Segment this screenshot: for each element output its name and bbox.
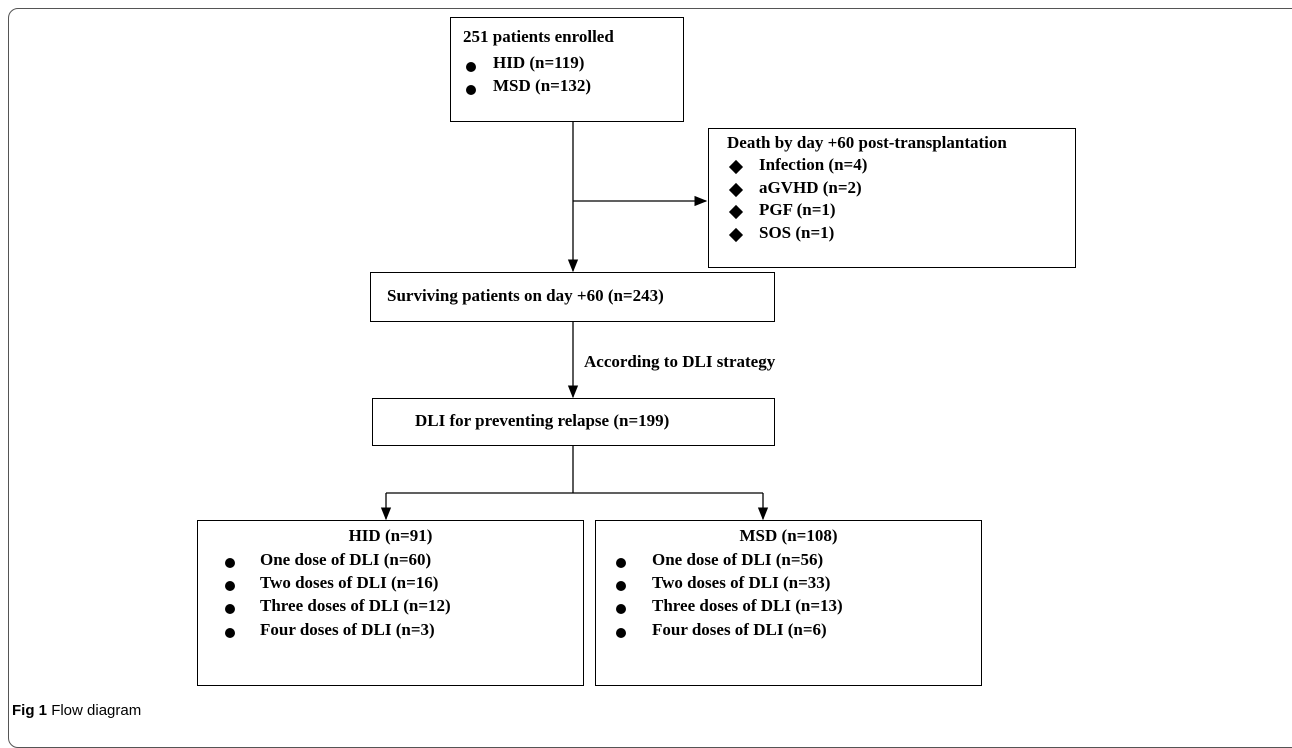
bullet	[616, 604, 626, 614]
node-item: Four doses of DLI (n=6)	[652, 620, 827, 639]
bullet	[466, 85, 476, 95]
node-item: SOS (n=1)	[759, 223, 835, 242]
node-title: 251 patients enrolled	[463, 27, 614, 46]
node-item: Two doses of DLI (n=33)	[652, 573, 831, 592]
node-box: DLI for preventing relapse (n=199)	[372, 398, 775, 446]
node-box: 251 patients enrolled HID (n=119) MSD (n…	[450, 17, 684, 122]
bullet	[728, 159, 744, 175]
node-title: DLI for preventing relapse (n=199)	[415, 411, 670, 430]
caption-label: Fig 1	[12, 702, 48, 719]
bullet	[466, 62, 476, 72]
node-item: PGF (n=1)	[759, 200, 836, 219]
bullet	[225, 604, 235, 614]
node-box: Surviving patients on day +60 (n=243)	[370, 272, 775, 322]
edge-label: According to DLI strategy	[584, 352, 776, 371]
node-item: Four doses of DLI (n=3)	[260, 620, 435, 639]
node-box: MSD (n=108) One dose of DLI (n=56) Two d…	[595, 520, 982, 686]
node-item: Three doses of DLI (n=13)	[652, 596, 843, 615]
node-item: Infection (n=4)	[759, 155, 868, 174]
node-title: HID (n=91)	[348, 526, 433, 545]
page: 251 patients enrolled HID (n=119) MSD (n…	[8, 8, 1292, 748]
node-item: One dose of DLI (n=60)	[260, 550, 432, 569]
node-item: HID (n=119)	[493, 53, 585, 72]
connectors	[380, 121, 769, 521]
bullet	[616, 558, 626, 568]
node-title: Death by day +60 post-transplantation	[727, 133, 1007, 152]
node-item: MSD (n=132)	[493, 76, 591, 95]
bullet	[616, 581, 626, 591]
node-item: aGVHD (n=2)	[759, 178, 862, 197]
bullet	[225, 628, 235, 638]
node-box: HID (n=91) One dose of DLI (n=60) Two do…	[197, 520, 584, 686]
node-item: Three doses of DLI (n=12)	[260, 596, 451, 615]
bullet	[728, 204, 744, 220]
bullet	[225, 558, 235, 568]
caption: Fig 1 Flow diagram	[12, 702, 141, 719]
node-title: MSD (n=108)	[739, 526, 838, 545]
caption-text: Flow diagram	[51, 702, 142, 719]
bullet	[616, 628, 626, 638]
node-item: One dose of DLI (n=56)	[652, 550, 824, 569]
node-title: Surviving patients on day +60 (n=243)	[387, 286, 664, 305]
bullet	[728, 227, 744, 243]
node-box: Death by day +60 post-transplantation In…	[708, 128, 1076, 268]
bullet	[728, 182, 744, 198]
node-item: Two doses of DLI (n=16)	[260, 573, 439, 592]
bullet	[225, 581, 235, 591]
